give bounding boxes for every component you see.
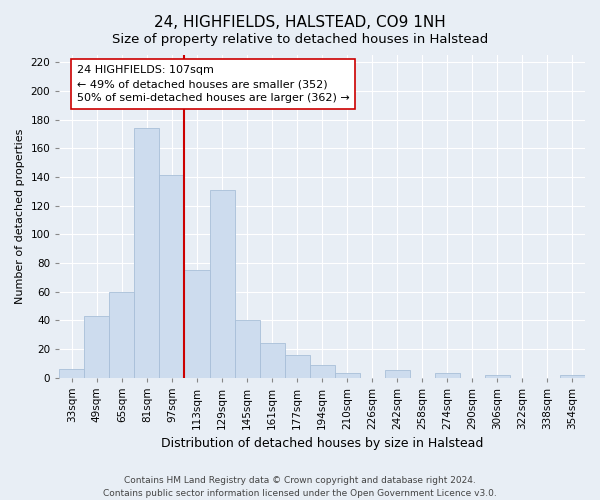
Bar (485, 374, 510, 378)
Bar (209, 190, 235, 378)
Bar (160, 176, 184, 378)
Bar (560, 374, 585, 378)
Y-axis label: Number of detached properties: Number of detached properties (15, 128, 25, 304)
Text: Contains HM Land Registry data © Crown copyright and database right 2024.
Contai: Contains HM Land Registry data © Crown c… (103, 476, 497, 498)
Bar (134, 128, 160, 378)
X-axis label: Distribution of detached houses by size in Halstead: Distribution of detached houses by size … (161, 437, 484, 450)
Text: 24 HIGHFIELDS: 107sqm
← 49% of detached houses are smaller (352)
50% of semi-det: 24 HIGHFIELDS: 107sqm ← 49% of detached … (77, 65, 350, 103)
Bar (85, 316, 109, 378)
Bar (284, 354, 310, 378)
Bar (109, 292, 134, 378)
Bar (235, 320, 260, 378)
Bar (59, 369, 85, 378)
Bar (435, 373, 460, 378)
Bar (335, 373, 360, 378)
Bar (184, 270, 209, 378)
Text: Size of property relative to detached houses in Halstead: Size of property relative to detached ho… (112, 32, 488, 46)
Text: 24, HIGHFIELDS, HALSTEAD, CO9 1NH: 24, HIGHFIELDS, HALSTEAD, CO9 1NH (154, 15, 446, 30)
Bar (310, 364, 335, 378)
Bar (260, 343, 284, 378)
Bar (385, 370, 410, 378)
